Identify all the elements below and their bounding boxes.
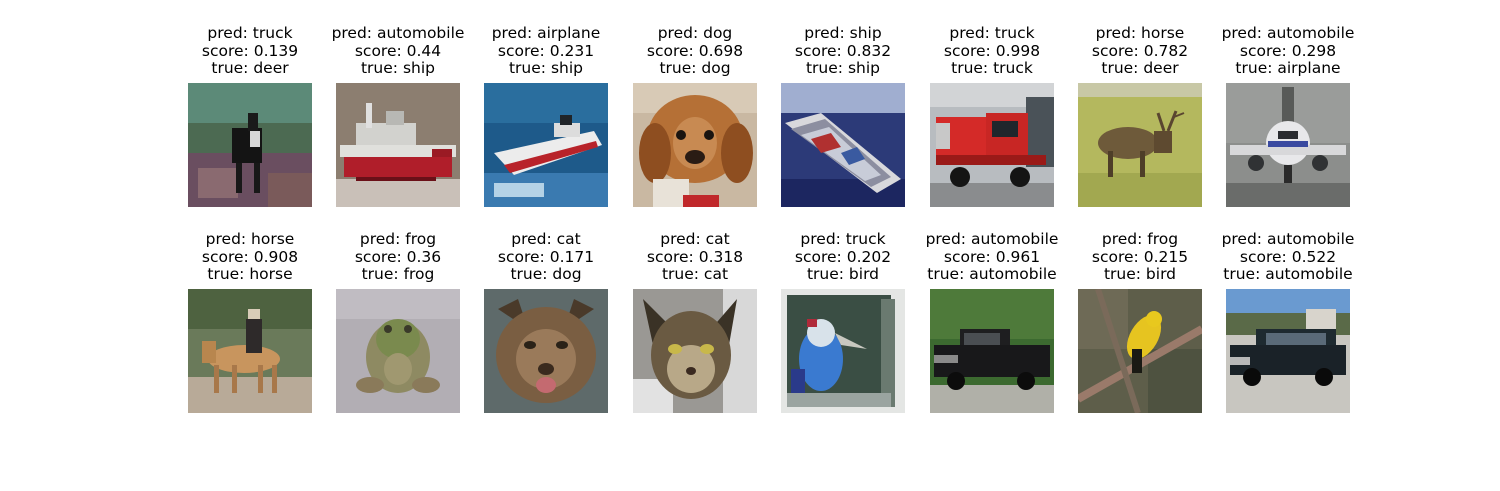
score-label: score: 0.202 (794, 247, 892, 266)
true-label: true: horse (207, 265, 293, 284)
grid-cell: pred: frog score: 0.215 true: bird (1060, 230, 1220, 284)
true-label: true: frog (361, 265, 435, 284)
score-label: score: 0.698 (646, 41, 744, 60)
true-label: true: ship (360, 59, 435, 78)
grid-cell: pred: automobile score: 0.961 true: auto… (912, 230, 1072, 284)
cell-caption: pred: automobile score: 0.522 true: auto… (1208, 230, 1368, 284)
cell-caption: pred: truck score: 0.139 true: deer (170, 24, 330, 78)
grid-cell: pred: horse score: 0.782 true: deer (1060, 24, 1220, 78)
true-label: true: ship (805, 59, 880, 78)
score-label: score: 0.318 (646, 247, 744, 266)
grid-cell: pred: dog score: 0.698 true: dog (615, 24, 775, 78)
grid-cell: pred: airplane score: 0.231 true: ship (466, 24, 626, 78)
cell-caption: pred: frog score: 0.36 true: frog (318, 230, 478, 284)
grid-cell: pred: truck score: 0.998 true: truck (912, 24, 1072, 78)
true-label: true: dog (510, 265, 582, 284)
score-label: score: 0.998 (943, 41, 1041, 60)
true-label: true: ship (508, 59, 583, 78)
pred-label: pred: frog (359, 230, 437, 248)
score-label: score: 0.782 (1091, 41, 1189, 60)
cell-caption: pred: frog score: 0.215 true: bird (1060, 230, 1220, 284)
true-label: true: deer (211, 59, 289, 78)
true-label: true: deer (1101, 59, 1179, 78)
cell-caption: pred: horse score: 0.908 true: horse (170, 230, 330, 284)
true-label: true: cat (661, 265, 729, 284)
pred-label: pred: horse (205, 230, 295, 248)
score-label: score: 0.231 (497, 41, 595, 60)
automobile-photo-thumbnail (930, 289, 1054, 413)
true-label: true: truck (951, 59, 1033, 78)
ship-photo-thumbnail (484, 83, 608, 207)
cell-caption: pred: automobile score: 0.44 true: ship (318, 24, 478, 78)
truck-photo-thumbnail (930, 83, 1054, 207)
cell-caption: pred: horse score: 0.782 true: deer (1060, 24, 1220, 78)
pred-label: pred: dog (657, 24, 733, 42)
frog-photo-thumbnail (336, 289, 460, 413)
cat-photo-thumbnail (633, 289, 757, 413)
grid-cell: pred: automobile score: 0.44 true: ship (318, 24, 478, 78)
cell-caption: pred: cat score: 0.171 true: dog (466, 230, 626, 284)
true-label: true: bird (806, 265, 880, 284)
score-label: score: 0.298 (1239, 41, 1337, 60)
pred-label: pred: horse (1095, 24, 1185, 42)
airplane-photo-thumbnail (1226, 83, 1350, 207)
grid-cell: pred: truck score: 0.139 true: deer (170, 24, 330, 78)
score-label: score: 0.36 (354, 247, 442, 266)
grid-cell: pred: cat score: 0.171 true: dog (466, 230, 626, 284)
pred-label: pred: cat (660, 230, 730, 248)
cell-caption: pred: dog score: 0.698 true: dog (615, 24, 775, 78)
score-label: score: 0.908 (201, 247, 299, 266)
true-label: true: bird (1103, 265, 1177, 284)
true-label: true: automobile (1223, 265, 1353, 284)
grid-cell: pred: automobile score: 0.522 true: auto… (1208, 230, 1368, 284)
grid-cell: pred: frog score: 0.36 true: frog (318, 230, 478, 284)
score-label: score: 0.522 (1239, 247, 1337, 266)
cell-caption: pred: cat score: 0.318 true: cat (615, 230, 775, 284)
pred-label: pred: automobile (1221, 24, 1355, 42)
ship-photo-thumbnail (781, 83, 905, 207)
score-label: score: 0.171 (497, 247, 595, 266)
cell-caption: pred: automobile score: 0.298 true: airp… (1208, 24, 1368, 78)
score-label: score: 0.832 (794, 41, 892, 60)
ship-photo-thumbnail (336, 83, 460, 207)
pred-label: pred: frog (1101, 230, 1179, 248)
grid-cell: pred: horse score: 0.908 true: horse (170, 230, 330, 284)
pred-label: pred: automobile (1221, 230, 1355, 248)
pred-label: pred: truck (207, 24, 293, 42)
pred-label: pred: truck (949, 24, 1035, 42)
score-label: score: 0.215 (1091, 247, 1189, 266)
cell-caption: pred: ship score: 0.832 true: ship (763, 24, 923, 78)
score-label: score: 0.139 (201, 41, 299, 60)
grid-cell: pred: automobile score: 0.298 true: airp… (1208, 24, 1368, 78)
deer-photo-thumbnail (1078, 83, 1202, 207)
cell-caption: pred: truck score: 0.202 true: bird (763, 230, 923, 284)
pred-label: pred: automobile (925, 230, 1059, 248)
pred-label: pred: ship (804, 24, 882, 42)
cell-caption: pred: airplane score: 0.231 true: ship (466, 24, 626, 78)
grid-cell: pred: ship score: 0.832 true: ship (763, 24, 923, 78)
pred-label: pred: automobile (331, 24, 465, 42)
deer-photo-thumbnail (188, 83, 312, 207)
pred-label: pred: airplane (491, 24, 601, 42)
score-label: score: 0.44 (354, 41, 442, 60)
grid-cell: pred: cat score: 0.318 true: cat (615, 230, 775, 284)
grid-cell: pred: truck score: 0.202 true: bird (763, 230, 923, 284)
dog-photo-thumbnail (484, 289, 608, 413)
dog-photo-thumbnail (633, 83, 757, 207)
cell-caption: pred: truck score: 0.998 true: truck (912, 24, 1072, 78)
bird-photo-thumbnail (1078, 289, 1202, 413)
pred-label: pred: cat (511, 230, 581, 248)
true-label: true: dog (659, 59, 731, 78)
true-label: true: automobile (927, 265, 1057, 284)
automobile-photo-thumbnail (1226, 289, 1350, 413)
pred-label: pred: truck (800, 230, 886, 248)
cell-caption: pred: automobile score: 0.961 true: auto… (912, 230, 1072, 284)
horse-photo-thumbnail (188, 289, 312, 413)
score-label: score: 0.961 (943, 247, 1041, 266)
bird-photo-thumbnail (781, 289, 905, 413)
true-label: true: airplane (1235, 59, 1341, 78)
